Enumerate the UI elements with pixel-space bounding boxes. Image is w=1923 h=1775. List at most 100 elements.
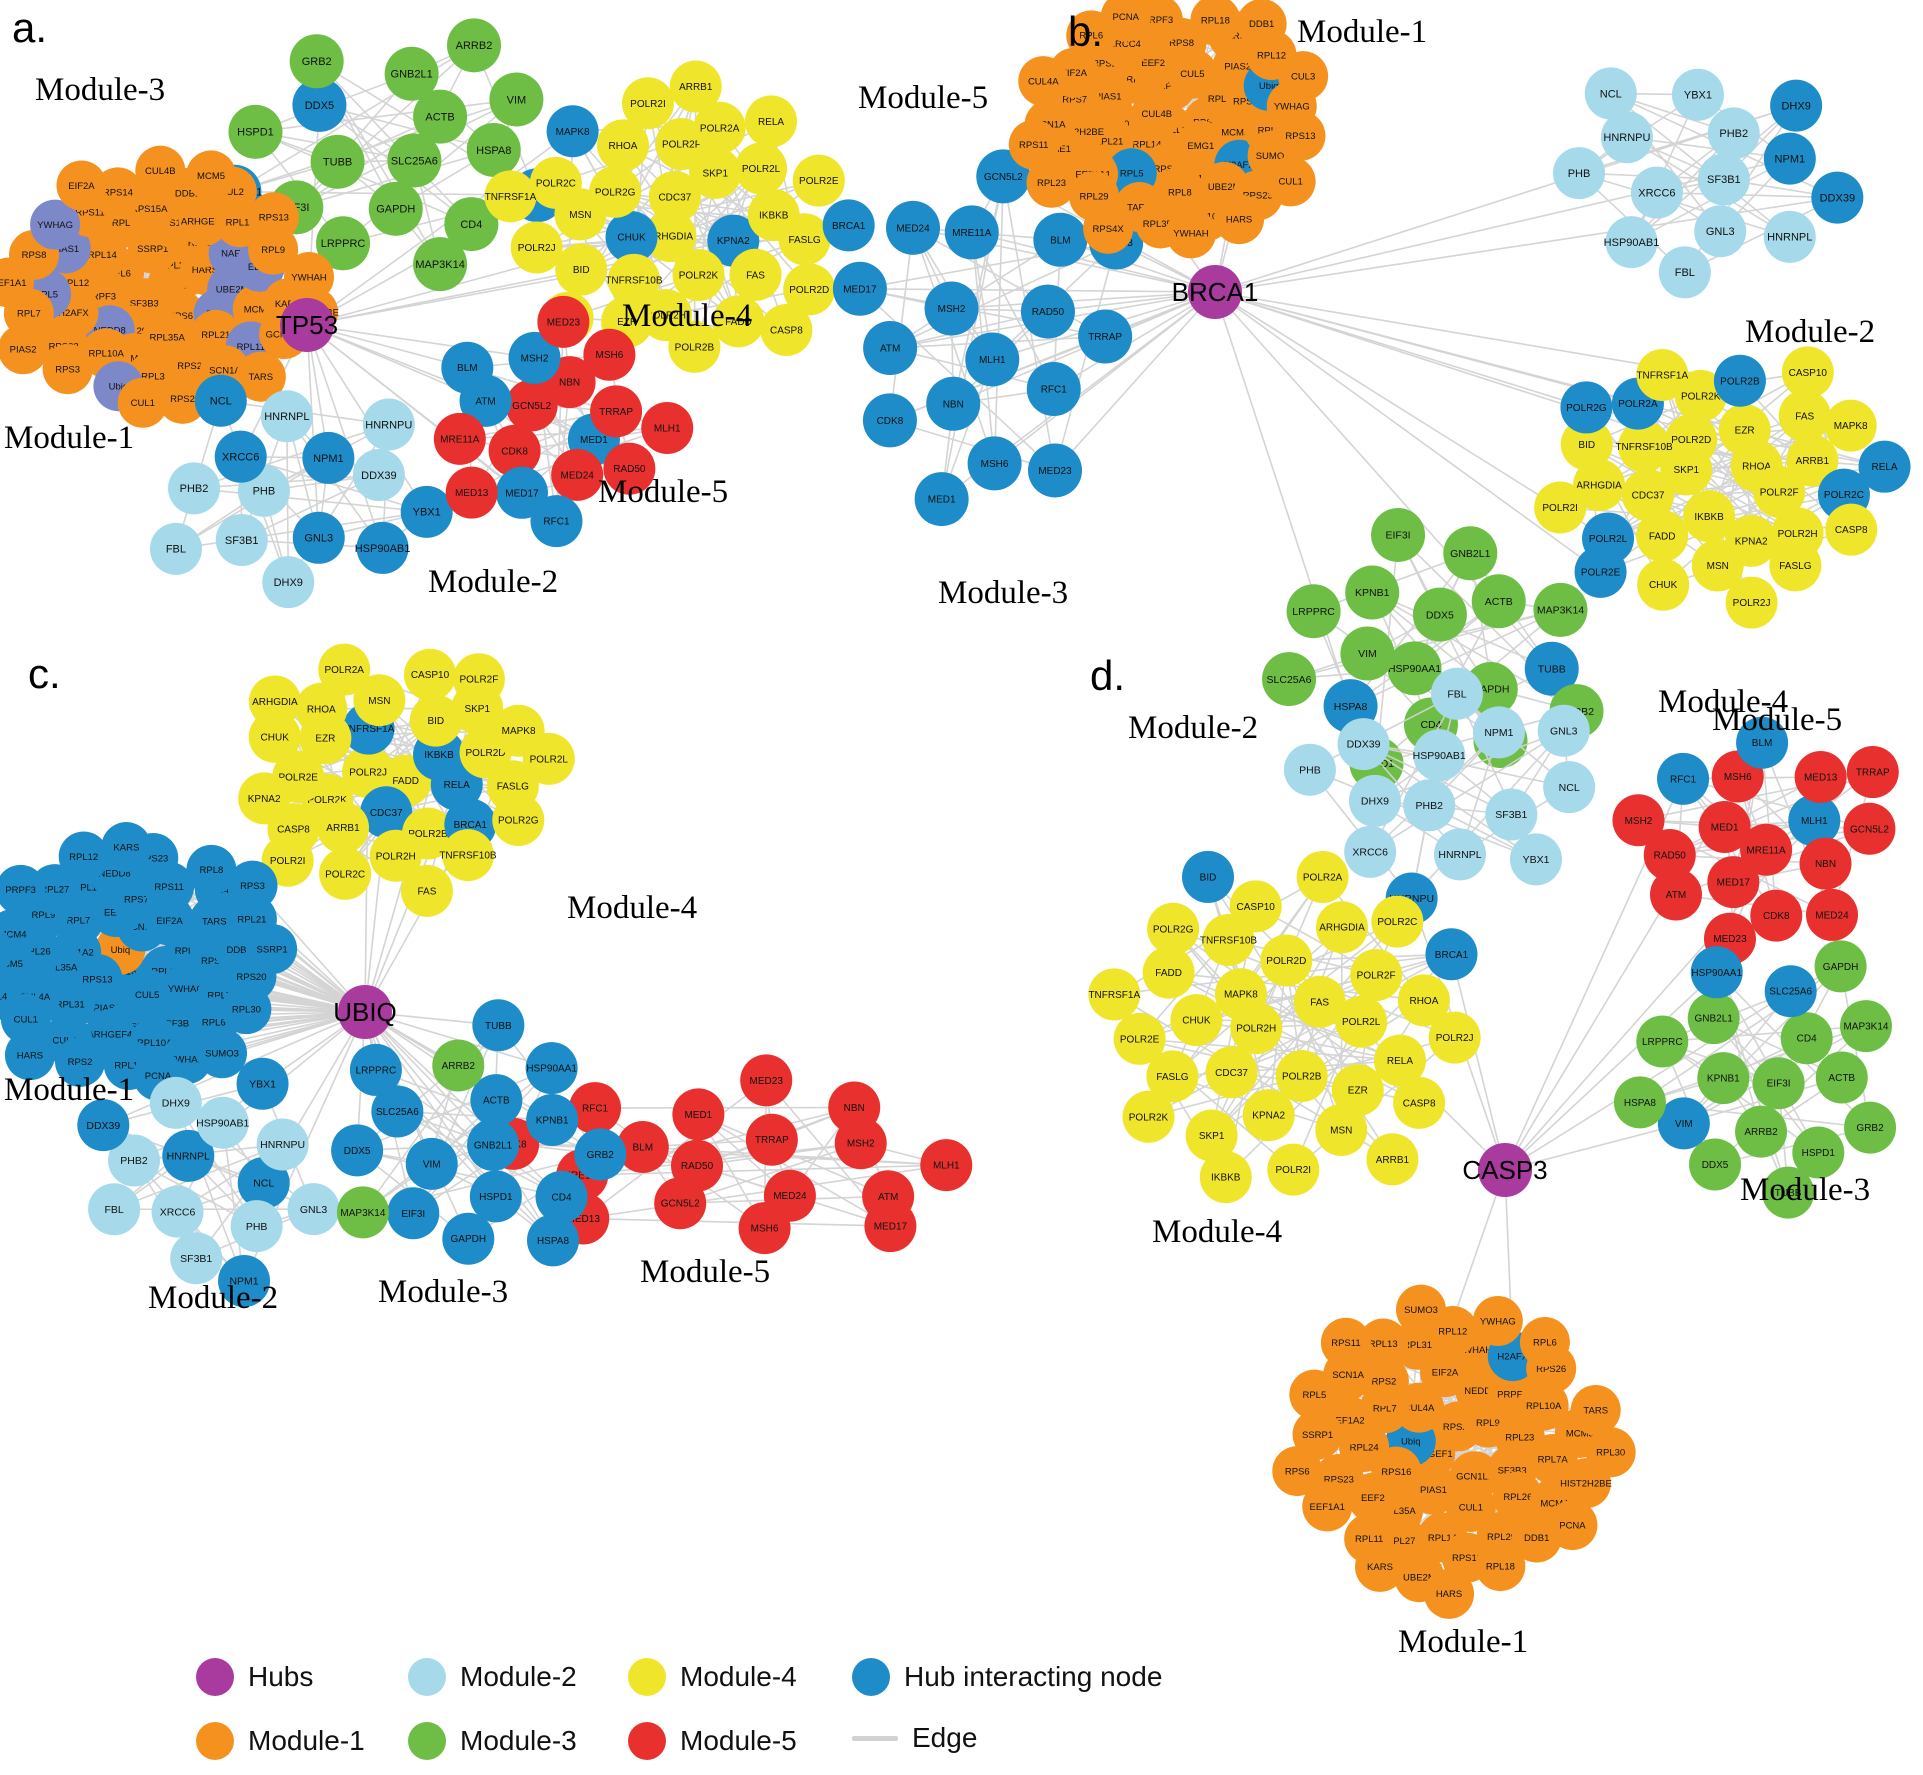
- node-circle[interactable]: [352, 449, 405, 502]
- node-circle[interactable]: [603, 442, 656, 495]
- node-HSPA8[interactable]: HSPA8: [1613, 1076, 1666, 1129]
- node-MSH6[interactable]: MSH6: [583, 328, 636, 381]
- node-circle[interactable]: [1026, 157, 1077, 208]
- node-MAPK8[interactable]: MAPK8: [1824, 399, 1877, 452]
- node-CHUK[interactable]: CHUK: [1170, 994, 1223, 1047]
- node-POLR2K[interactable]: POLR2K: [672, 248, 725, 301]
- node-CASP8[interactable]: CASP8: [1393, 1076, 1446, 1129]
- node-circle[interactable]: [1778, 389, 1831, 442]
- node-GNB2L1[interactable]: GNB2L1: [467, 1118, 520, 1171]
- node-MAPK8[interactable]: MAPK8: [1214, 968, 1267, 1021]
- node-DDX5[interactable]: DDX5: [292, 77, 347, 132]
- node-PCNA[interactable]: PCNA: [1100, 0, 1151, 42]
- node-circle[interactable]: [484, 170, 537, 223]
- node-circle[interactable]: [149, 522, 202, 575]
- node-KPNA2[interactable]: KPNA2: [238, 772, 291, 825]
- node-SLC25A6[interactable]: SLC25A6: [1262, 652, 1317, 707]
- node-MLH1[interactable]: MLH1: [965, 332, 1020, 387]
- node-SUMO3[interactable]: SUMO3: [197, 1028, 248, 1079]
- node-BID[interactable]: BID: [555, 243, 608, 296]
- node-HNRNPL[interactable]: HNRNPL: [260, 390, 313, 443]
- node-circle[interactable]: [1574, 545, 1627, 598]
- node-ACTB[interactable]: ACTB: [1815, 1051, 1868, 1104]
- node-KPNA2[interactable]: KPNA2: [1242, 1089, 1295, 1142]
- node-KPNB1[interactable]: KPNB1: [526, 1093, 579, 1146]
- node-POLR2B[interactable]: POLR2B: [1713, 354, 1766, 407]
- node-circle[interactable]: [168, 462, 221, 515]
- node-circle[interactable]: [1858, 440, 1911, 493]
- node-CDK8[interactable]: CDK8: [1750, 889, 1803, 942]
- node-circle[interactable]: [1083, 203, 1134, 254]
- node-NCL[interactable]: NCL: [1584, 67, 1637, 120]
- node-ARHGDIA[interactable]: ARHGDIA: [1315, 901, 1368, 954]
- hub-node-BRCA1[interactable]: BRCA1: [1172, 265, 1259, 319]
- node-CUL1[interactable]: CUL1: [117, 377, 168, 428]
- node-circle[interactable]: [1008, 119, 1059, 170]
- node-HNRNPL[interactable]: HNRNPL: [1433, 828, 1486, 881]
- node-circle[interactable]: [1636, 509, 1689, 562]
- node-circle[interactable]: [1671, 68, 1724, 121]
- node-MED13[interactable]: MED13: [445, 466, 498, 519]
- node-RPS11[interactable]: RPS11: [1008, 119, 1059, 170]
- node-POLR2B[interactable]: POLR2B: [668, 320, 721, 373]
- node-circle[interactable]: [832, 261, 887, 316]
- node-circle[interactable]: [1340, 626, 1395, 681]
- node-SF3B1[interactable]: SF3B1: [170, 1232, 223, 1285]
- node-RPS3[interactable]: RPS3: [42, 344, 93, 395]
- node-circle[interactable]: [745, 95, 798, 148]
- node-GNL3[interactable]: GNL3: [287, 1183, 340, 1236]
- node-ATM[interactable]: ATM: [863, 321, 918, 376]
- node-circle[interactable]: [413, 237, 468, 292]
- node-CD4[interactable]: CD4: [444, 197, 499, 252]
- node-circle[interactable]: [583, 328, 636, 381]
- node-MSH2[interactable]: MSH2: [1612, 794, 1665, 847]
- node-RELA[interactable]: RELA: [1858, 440, 1911, 493]
- node-circle[interactable]: [1387, 641, 1442, 696]
- node-POLR2E[interactable]: POLR2E: [1113, 1012, 1166, 1065]
- node-circle[interactable]: [778, 213, 831, 266]
- node-circle[interactable]: [42, 344, 93, 395]
- node-MED17[interactable]: MED17: [832, 261, 887, 316]
- node-circle[interactable]: [489, 72, 544, 127]
- node-POLR2D[interactable]: POLR2D: [1260, 934, 1313, 987]
- node-DHX9[interactable]: DHX9: [1770, 79, 1823, 132]
- node-LRPPRC[interactable]: LRPPRC: [1286, 584, 1341, 639]
- node-EIF3I[interactable]: EIF3I: [1752, 1057, 1805, 1110]
- node-circle[interactable]: [924, 281, 979, 336]
- node-circle[interactable]: [1345, 565, 1400, 620]
- node-YBX1[interactable]: YBX1: [1510, 833, 1563, 886]
- node-circle[interactable]: [1190, 0, 1241, 46]
- node-RFC1[interactable]: RFC1: [1657, 752, 1710, 805]
- node-circle[interactable]: [1553, 147, 1606, 200]
- node-POLR2F[interactable]: POLR2F: [1350, 948, 1403, 1001]
- node-CASP10[interactable]: CASP10: [1229, 880, 1282, 933]
- node-circle[interactable]: [1078, 309, 1133, 364]
- node-NCL[interactable]: NCL: [1543, 761, 1596, 814]
- node-MED23[interactable]: MED23: [537, 295, 590, 348]
- node-circle[interactable]: [965, 332, 1020, 387]
- node-circle[interactable]: [1630, 166, 1683, 219]
- node-FBL[interactable]: FBL: [88, 1183, 141, 1236]
- node-HSPA8[interactable]: HSPA8: [466, 122, 521, 177]
- node-NPM1[interactable]: NPM1: [302, 431, 355, 484]
- node-SUMO3[interactable]: SUMO3: [1395, 1284, 1446, 1335]
- node-circle[interactable]: [529, 156, 582, 209]
- node-circle[interactable]: [194, 374, 247, 427]
- node-NPM1[interactable]: NPM1: [1472, 706, 1525, 759]
- node-DDB1[interactable]: DDB1: [1236, 0, 1287, 49]
- node-circle[interactable]: [466, 122, 521, 177]
- node-SLC25A6[interactable]: SLC25A6: [1764, 965, 1817, 1018]
- node-circle[interactable]: [310, 134, 365, 189]
- node-PIAS2[interactable]: PIAS2: [0, 324, 49, 375]
- node-CD4[interactable]: CD4: [1780, 1012, 1833, 1065]
- node-circle[interactable]: [1769, 539, 1822, 592]
- node-POLR2A[interactable]: POLR2A: [1296, 850, 1349, 903]
- node-EIF3I[interactable]: EIF3I: [387, 1187, 440, 1240]
- node-circle[interactable]: [510, 221, 563, 274]
- node-circle[interactable]: [1753, 465, 1806, 518]
- node-circle[interactable]: [607, 253, 660, 306]
- node-GNL3[interactable]: GNL3: [292, 511, 345, 564]
- node-circle[interactable]: [1236, 0, 1287, 49]
- node-SKP1[interactable]: SKP1: [689, 146, 742, 199]
- node-BRCA1[interactable]: BRCA1: [822, 199, 875, 252]
